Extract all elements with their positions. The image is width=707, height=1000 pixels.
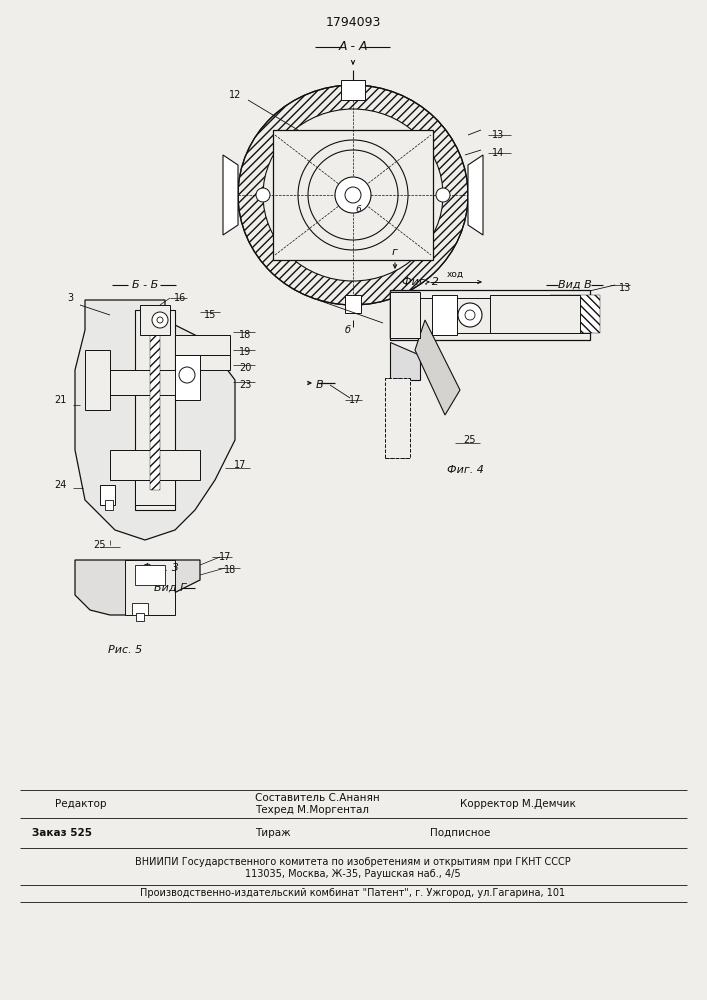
Circle shape	[308, 150, 398, 240]
Bar	[150, 310, 160, 490]
Circle shape	[256, 188, 270, 202]
Bar	[132, 603, 148, 615]
Polygon shape	[223, 155, 238, 235]
Bar	[390, 292, 420, 338]
Bar	[175, 335, 230, 355]
Text: 1794093: 1794093	[325, 15, 380, 28]
Text: 13: 13	[619, 283, 631, 293]
Circle shape	[436, 188, 450, 202]
Bar	[273, 130, 433, 260]
Text: Подписное: Подписное	[430, 828, 491, 838]
Bar	[135, 565, 165, 585]
Text: 25: 25	[94, 540, 106, 550]
Bar	[550, 295, 600, 333]
Text: Техред М.Моргентал: Техред М.Моргентал	[255, 805, 369, 815]
Circle shape	[465, 310, 475, 320]
Text: 13: 13	[492, 130, 504, 140]
Text: г: г	[392, 247, 398, 257]
Polygon shape	[390, 342, 420, 380]
Polygon shape	[468, 155, 483, 235]
Bar	[110, 450, 200, 480]
Text: 3: 3	[67, 293, 73, 303]
Text: 20: 20	[239, 363, 251, 373]
Bar	[85, 350, 110, 410]
Text: Производственно-издательский комбинат "Патент", г. Ужгород, ул.Гагарина, 101: Производственно-издательский комбинат "П…	[141, 888, 566, 898]
Text: 21: 21	[54, 395, 66, 405]
Text: б: б	[345, 325, 351, 335]
Bar	[390, 290, 590, 340]
Bar	[175, 355, 200, 400]
Circle shape	[179, 367, 195, 383]
Text: 17: 17	[349, 395, 361, 405]
Bar	[345, 295, 361, 313]
Text: 16: 16	[174, 293, 186, 303]
Bar	[341, 80, 365, 100]
Text: 25: 25	[464, 435, 477, 445]
Text: А - А: А - А	[338, 40, 368, 53]
Text: 6: 6	[355, 206, 361, 215]
Polygon shape	[75, 560, 200, 615]
Circle shape	[298, 140, 408, 250]
Text: 18: 18	[239, 330, 251, 340]
Bar	[432, 295, 457, 335]
Bar	[385, 378, 410, 458]
Bar	[410, 298, 590, 333]
Text: 18: 18	[224, 565, 236, 575]
Circle shape	[335, 177, 371, 213]
Text: 15: 15	[392, 325, 404, 335]
Bar	[135, 310, 175, 510]
Polygon shape	[415, 320, 460, 415]
Text: Заказ 525: Заказ 525	[32, 828, 92, 838]
Bar	[105, 500, 113, 510]
Text: 15: 15	[204, 310, 216, 320]
Bar	[110, 370, 200, 395]
Text: Фиг. 4: Фиг. 4	[447, 465, 484, 475]
Text: 14: 14	[492, 148, 504, 158]
Text: 19: 19	[239, 347, 251, 357]
Circle shape	[157, 317, 163, 323]
Bar	[100, 485, 115, 505]
Bar	[390, 292, 420, 338]
Text: В: В	[316, 380, 324, 390]
Bar	[125, 560, 175, 615]
Ellipse shape	[308, 150, 398, 240]
Text: ВНИИПИ Государственного комитета по изобретениям и открытиям при ГКНТ СССР: ВНИИПИ Государственного комитета по изоб…	[135, 857, 571, 867]
Text: Вид В: Вид В	[558, 280, 592, 290]
Bar	[175, 355, 230, 370]
Ellipse shape	[263, 109, 443, 281]
Text: 17: 17	[218, 552, 231, 562]
Text: 12: 12	[229, 90, 241, 100]
Text: Тираж: Тираж	[255, 828, 291, 838]
Text: 24: 24	[54, 480, 66, 490]
Circle shape	[152, 312, 168, 328]
Text: 23: 23	[239, 380, 251, 390]
Text: 17: 17	[234, 460, 246, 470]
Circle shape	[345, 187, 361, 203]
Text: Фиг. 3: Фиг. 3	[141, 563, 178, 573]
Bar	[135, 480, 175, 505]
Bar	[140, 305, 170, 335]
Polygon shape	[75, 300, 235, 540]
Bar	[490, 295, 580, 333]
Circle shape	[458, 303, 482, 327]
Text: Рис. 5: Рис. 5	[108, 645, 142, 655]
Text: Редактор: Редактор	[55, 799, 107, 809]
Text: ход: ход	[446, 269, 464, 278]
Bar	[136, 613, 144, 621]
Text: Б - Б: Б - Б	[132, 280, 158, 290]
Text: Вид Г: Вид Г	[154, 583, 186, 593]
Text: Фиг. 2: Фиг. 2	[402, 277, 438, 287]
Text: 113035, Москва, Ж-35, Раушская наб., 4/5: 113035, Москва, Ж-35, Раушская наб., 4/5	[245, 869, 461, 879]
Text: Составитель С.Ананян: Составитель С.Ананян	[255, 793, 380, 803]
Text: Корректор М.Демчик: Корректор М.Демчик	[460, 799, 576, 809]
